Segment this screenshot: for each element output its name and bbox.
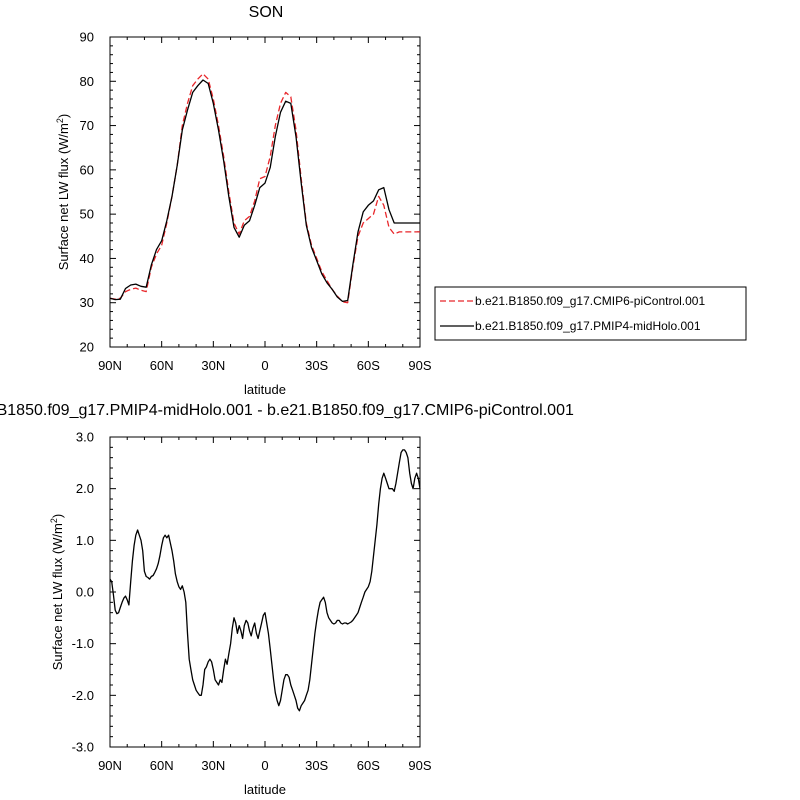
- top-axis-ticks: 90N 60N 30N 0 30S 60S 90S 20 30 40 50 60 70 80 90: [80, 30, 432, 374]
- top-y-axis-title: Surface net LW flux (W/m2): [55, 114, 71, 271]
- x-tick-label: 60S: [357, 358, 380, 373]
- top-plot-frame: [109, 36, 421, 348]
- x-tick-label: 30N: [201, 358, 225, 373]
- y-tick-label: 50: [80, 207, 94, 222]
- legend: b.e21.B1850.f09_g17.CMIP6-piControl.001 …: [434, 286, 747, 341]
- y-tick-label: -1.0: [72, 636, 94, 651]
- series-line-dashed: [109, 73, 420, 304]
- series-line-solid: [109, 449, 421, 712]
- x-tick-label: 0: [261, 358, 268, 373]
- top-panel: SON 90N 60N 30N 0 30S 60S 90S2030405060708090 …: [55, 4, 432, 397]
- y-tick-label: 80: [80, 74, 94, 89]
- x-tick-label: 30S: [305, 358, 328, 373]
- x-tick-label: 90S: [408, 358, 431, 373]
- top-series-layer: [109, 73, 420, 304]
- bottom-x-axis-title: latitude: [244, 782, 286, 797]
- y-tick-label: 2.0: [76, 481, 94, 496]
- series-line-solid: [109, 79, 420, 303]
- y-tick-label: 70: [80, 118, 94, 133]
- bottom-chart-title: b.e21.B1850.f09_g17.PMIP4-midHolo.001 - …: [0, 402, 574, 419]
- x-tick-label: 60S: [357, 758, 380, 773]
- bottom-plot-frame: [109, 436, 421, 748]
- x-tick-label: 90N: [98, 358, 122, 373]
- y-tick-label: 90: [80, 30, 94, 45]
- bottom-series-layer: [109, 449, 421, 712]
- y-tick-label: 3.0: [76, 430, 94, 445]
- y-tick-label: 30: [80, 295, 94, 310]
- y-tick-label: 1.0: [76, 533, 94, 548]
- x-tick-label: 60N: [150, 758, 174, 773]
- legend-label-picontrol: b.e21.B1850.f09_g17.CMIP6-piControl.001: [475, 294, 705, 308]
- y-tick-label: -3.0: [72, 740, 94, 755]
- legend-label-midholo: b.e21.B1850.f09_g17.PMIP4-midHolo.001: [475, 319, 701, 333]
- y-tick-label: 20: [80, 340, 94, 355]
- top-x-axis-title: latitude: [244, 382, 286, 397]
- bottom-axis-ticks: 90N 60N 30N 0 30S 60S 90S -3.0 -2.0 -1.0 0.0 1.0 2.0…: [72, 430, 432, 774]
- x-tick-label: 30S: [305, 758, 328, 773]
- bottom-y-axis-title: Surface net LW flux (W/m2): [49, 514, 65, 671]
- legend-box: [434, 286, 747, 341]
- x-tick-label: 60N: [150, 358, 174, 373]
- y-tick-label: 0.0: [76, 585, 94, 600]
- x-tick-label: 90S: [408, 758, 431, 773]
- x-tick-label: 90N: [98, 758, 122, 773]
- y-tick-label: 60: [80, 162, 94, 177]
- y-tick-label: 40: [80, 251, 94, 266]
- top-chart-title: SON: [249, 4, 284, 21]
- x-tick-label: 30N: [201, 758, 225, 773]
- bottom-panel: b.e21.B1850.f09_g17.PMIP4-midHolo.001 - …: [0, 402, 574, 797]
- y-tick-label: -2.0: [72, 688, 94, 703]
- x-tick-label: 0: [261, 758, 268, 773]
